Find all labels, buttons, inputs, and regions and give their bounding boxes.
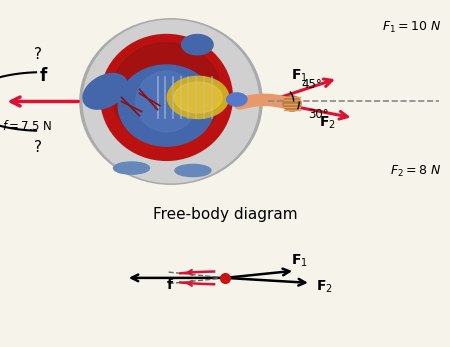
- Ellipse shape: [283, 96, 301, 111]
- Text: $f = 7.5$ N: $f = 7.5$ N: [2, 119, 53, 133]
- Text: ?: ?: [34, 47, 42, 62]
- Ellipse shape: [136, 71, 197, 132]
- Text: $\mathbf{F}_1$: $\mathbf{F}_1$: [291, 253, 308, 269]
- Ellipse shape: [83, 20, 259, 183]
- Ellipse shape: [113, 162, 149, 174]
- Text: 45°: 45°: [302, 78, 322, 91]
- Ellipse shape: [175, 164, 211, 177]
- Text: $\mathbf{f}$: $\mathbf{f}$: [166, 277, 175, 293]
- Ellipse shape: [174, 82, 222, 113]
- Ellipse shape: [181, 34, 213, 55]
- Ellipse shape: [227, 93, 247, 106]
- Ellipse shape: [83, 74, 127, 109]
- Text: $\mathbf{F}_1$: $\mathbf{F}_1$: [291, 67, 307, 84]
- Text: $F_2 = 8$ N: $F_2 = 8$ N: [390, 163, 441, 179]
- Text: Free-body diagram: Free-body diagram: [153, 207, 297, 222]
- Ellipse shape: [80, 19, 262, 184]
- Text: $\mathbf{F}_2$: $\mathbf{F}_2$: [316, 278, 333, 295]
- Ellipse shape: [118, 65, 215, 146]
- Text: $\mathbf{F}_2$: $\mathbf{F}_2$: [319, 115, 336, 131]
- Text: $F_1 = 10$ N: $F_1 = 10$ N: [382, 20, 441, 35]
- Text: $\mathbf{f}$: $\mathbf{f}$: [39, 67, 48, 85]
- Text: 30°: 30°: [308, 108, 329, 121]
- Ellipse shape: [167, 76, 229, 119]
- Ellipse shape: [101, 34, 232, 160]
- Ellipse shape: [112, 43, 221, 144]
- Text: ?: ?: [34, 140, 42, 155]
